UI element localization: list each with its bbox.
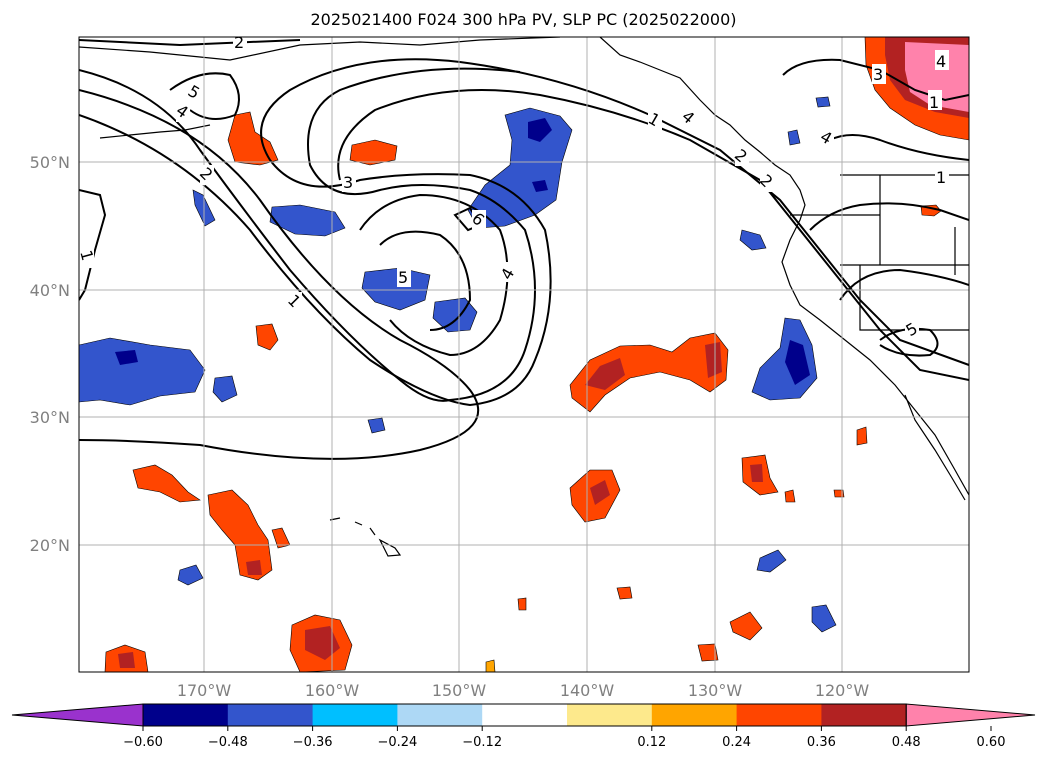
north-america-coast: [79, 37, 969, 496]
pv-positive-blob: [697, 643, 719, 662]
lon-label-160w: 160°W: [305, 681, 360, 700]
colorbar-tick-label: 0.12: [637, 735, 666, 750]
pv-negative-blob: [177, 564, 204, 586]
lon-label-140w: 140°W: [560, 681, 615, 700]
colorbar-extend-low: [11, 703, 144, 727]
contour-label: 3: [343, 173, 353, 192]
pv-positive-blob: [485, 659, 496, 672]
pv-positive-blob: [207, 489, 273, 581]
pv-positive-core: [305, 626, 340, 660]
colorbar-segment: [143, 704, 229, 726]
alaska-islands: [99, 124, 211, 139]
pv-positive-blob: [856, 426, 868, 446]
lat-label-50n: 50°N: [30, 153, 70, 172]
colorbar-segment: [821, 704, 907, 726]
colorbar-segment: [567, 704, 653, 726]
pv-negative-blob: [815, 96, 831, 108]
colorbar-tick-label: 0.60: [977, 735, 1006, 750]
colorbar: −0.60 −0.48 −0.36 −0.24 −0.12 0.12 0.24 0.36 0.4…: [11, 703, 1036, 750]
pv-positive-core: [590, 480, 610, 505]
colorbar-tick-label: −0.60: [123, 735, 163, 750]
colorbar-tick-label: −0.36: [293, 735, 333, 750]
colorbar-outline: [142, 703, 907, 727]
colorbar-segment: [397, 704, 483, 726]
colorbar-tick-label: 0.48: [892, 735, 921, 750]
pv-positive-core: [246, 560, 262, 575]
colorbar-segment: [482, 704, 568, 726]
colorbar-segment: [227, 704, 314, 726]
lon-label-120w: 120°W: [815, 681, 870, 700]
colorbar-extend-high: [905, 703, 1036, 727]
pv-negative-blob: [269, 204, 346, 237]
pv-positive-blob: [349, 139, 398, 166]
colorbar-tick-label: 0.24: [722, 735, 751, 750]
colorbar-segment: [651, 704, 738, 726]
colorbar-tick-label: −0.24: [377, 735, 417, 750]
map-title: 2025021400 F024 300 hPa PV, SLP PC (2025…: [310, 10, 737, 29]
pv-positive-core: [118, 652, 135, 668]
graticule: [79, 37, 969, 672]
pv-negative-blob: [811, 604, 837, 633]
lon-label-130w: 130°W: [688, 681, 743, 700]
contour-label: 3: [873, 65, 883, 84]
contour-label: 1: [929, 93, 939, 112]
pv-negative-blob: [739, 229, 767, 251]
pv-strong-negative-core: [115, 350, 138, 365]
pv-strong-positive-core: [905, 42, 969, 112]
pv-strong-negative-core: [532, 180, 548, 192]
us-state-lines: [790, 175, 969, 331]
lon-label-150w: 150°W: [432, 681, 487, 700]
pv-positive-blob: [784, 489, 796, 503]
pv-negative-blob: [756, 549, 787, 573]
pv-positive-blob: [517, 597, 527, 611]
pv-negative-blob: [467, 107, 573, 229]
lat-label-20n: 20°N: [30, 536, 70, 555]
contour-label: 5: [398, 268, 408, 287]
pv-strong-negative-core: [528, 118, 552, 142]
longitude-labels: 170°W 160°W 150°W 140°W 130°W 120°W: [177, 681, 870, 700]
pv-negative-blob: [79, 337, 206, 406]
contour-label: 2: [234, 33, 244, 52]
pv-negative-blob: [367, 417, 386, 434]
lat-label-40n: 40°N: [30, 281, 70, 300]
colorbar-segment: [312, 704, 398, 726]
coastlines: [79, 37, 969, 557]
pv-positive-core: [585, 358, 625, 390]
contour-labels: 2 5 4 2 1 1 3 5 6 4 1 4 2 2 4 3 4 1 1 5: [79, 33, 949, 340]
pv-positive-blob: [255, 323, 279, 351]
colorbar-tick-label: −0.12: [462, 735, 502, 750]
pv-strong-negative-core: [785, 340, 810, 385]
colorbar-tick-label: 0.36: [807, 735, 836, 750]
pv-negative-blob: [787, 129, 801, 146]
map-frame: [78, 36, 970, 673]
pv-positive-blob: [729, 611, 763, 641]
mexico-coast: [904, 394, 966, 501]
pv-negative-blob: [212, 375, 238, 403]
pv-positive-blob: [132, 464, 201, 503]
latitude-labels: 50°N 40°N 30°N 20°N: [30, 153, 70, 555]
colorbar-segment: [736, 704, 822, 726]
pv-positive-blob: [569, 332, 729, 413]
pv-positive-blob: [616, 586, 633, 600]
slp-contours: [79, 39, 969, 460]
lon-label-170w: 170°W: [177, 681, 232, 700]
lat-label-30n: 30°N: [30, 408, 70, 427]
hawaii-islands: [329, 517, 402, 557]
pv-positive-core: [750, 464, 763, 482]
contour-label: 1: [936, 168, 946, 187]
colorbar-tick-label: −0.48: [208, 735, 248, 750]
pv-positive-core: [705, 342, 722, 378]
contour-label: 4: [936, 52, 946, 71]
